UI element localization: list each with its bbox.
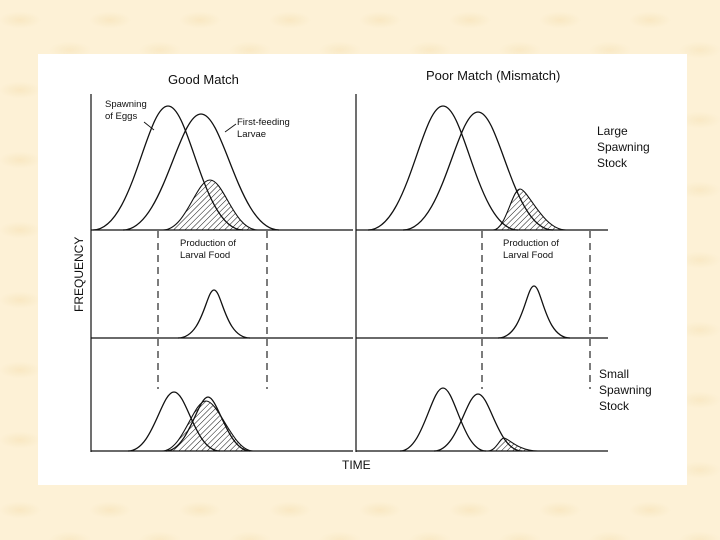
curves-bottom-left [127, 391, 251, 452]
small-stock-line1: Small [599, 367, 629, 381]
overlap-hatch-bottom-left [161, 400, 254, 452]
larvae-curve-top-right [402, 111, 554, 231]
overlap-hatch-bottom-right [487, 437, 539, 452]
food-label-left-line2: Larval Food [180, 250, 230, 261]
larvae-label-line1: First-feeding [237, 117, 290, 128]
food-label-right-line2: Larval Food [503, 250, 553, 261]
larvae-pointer [224, 123, 237, 133]
small-stock-line3: Stock [599, 399, 630, 413]
large-stock-line2: Spawning [597, 140, 650, 154]
curves-top-right [367, 105, 554, 231]
spawning-curve-top-left [92, 105, 244, 231]
spawning-curve-bottom-left [127, 391, 221, 452]
spawning-curve-top-right [367, 105, 519, 231]
small-stock-line2: Spawning [599, 383, 652, 397]
spawning-curve-bottom-right [399, 387, 487, 452]
axes [90, 94, 608, 452]
x-axis-label: TIME [342, 458, 371, 472]
larvae-curve-top-left [122, 113, 280, 231]
larvae-curve-bottom-right [433, 393, 523, 452]
spawning-label-line1: Spawning [105, 99, 147, 110]
spawning-pointer [143, 121, 155, 131]
curves-top-left [92, 105, 280, 231]
y-axis-label: FREQUENCY [72, 237, 86, 312]
large-stock-line3: Stock [597, 156, 628, 170]
larvae-curve-bottom-left [165, 396, 251, 452]
food-curve-right [497, 285, 571, 339]
left-panel-title: Good Match [168, 72, 239, 87]
overlap-hatch-top-right [492, 188, 567, 231]
food-curve-left [177, 289, 251, 339]
overlap-hatch-top-left [162, 179, 259, 231]
curves-bottom-right [399, 387, 523, 452]
food-window-lines [157, 231, 591, 389]
right-panel-title: Poor Match (Mismatch) [426, 68, 560, 83]
food-curves [177, 285, 571, 339]
food-label-right-line1: Production of [503, 238, 559, 249]
large-stock-line1: Large [597, 124, 628, 138]
spawning-label-line2: of Eggs [105, 111, 137, 122]
larvae-label-line2: Larvae [237, 129, 266, 140]
match-mismatch-figure: Good Match Poor Match (Mismatch) FREQUEN… [38, 54, 687, 485]
food-label-left-line1: Production of [180, 238, 236, 249]
